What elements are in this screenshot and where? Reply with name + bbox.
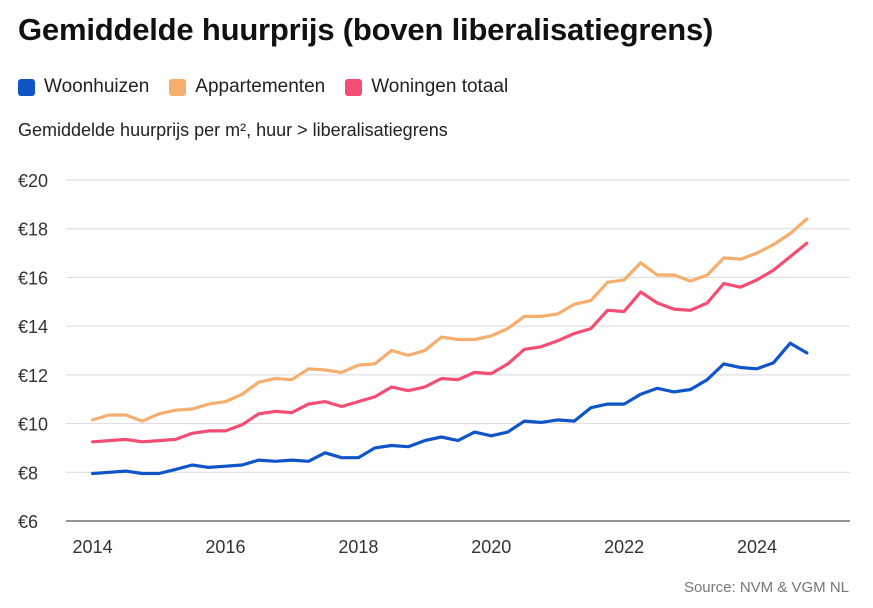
- legend-label-totaal: Woningen totaal: [371, 76, 509, 97]
- series-line-woningen-totaal: [90, 241, 809, 444]
- x-tick-label: 2016: [205, 537, 245, 557]
- y-tick-label: €12: [18, 366, 48, 386]
- x-tick-label: 2022: [604, 537, 644, 557]
- y-tick-label: €14: [18, 317, 48, 337]
- legend: Woonhuizen Appartementen Woningen totaal: [18, 76, 528, 98]
- y-tick-label: €10: [18, 415, 48, 435]
- source-note: Source: NVM & VGM NL: [683, 579, 849, 596]
- legend-item-appartementen: Appartementen: [169, 76, 325, 98]
- x-tick-label: 2014: [73, 537, 113, 557]
- legend-label-appartementen: Appartementen: [195, 76, 326, 97]
- x-tick-label: 2020: [471, 537, 511, 557]
- y-tick-label: €16: [18, 268, 48, 288]
- chart-subtitle: Gemiddelde huurprijs per m², huur > libe…: [18, 120, 448, 140]
- legend-item-totaal: Woningen totaal: [345, 76, 508, 98]
- chart-title: Gemiddelde huurprijs (boven liberalisati…: [18, 12, 714, 47]
- x-tick-label: 2018: [338, 537, 378, 557]
- y-tick-label: €18: [18, 220, 48, 240]
- y-tick-label: €8: [18, 463, 38, 483]
- series-line-woonhuizen: [90, 341, 809, 476]
- x-tick-label: 2024: [737, 537, 777, 557]
- y-tick-label: €6: [18, 512, 38, 532]
- legend-item-woonhuizen: Woonhuizen: [18, 76, 149, 98]
- legend-label-woonhuizen: Woonhuizen: [44, 76, 150, 97]
- legend-swatch-totaal: [345, 78, 363, 96]
- legend-swatch-appartementen: [169, 78, 187, 96]
- legend-swatch-woonhuizen: [18, 78, 35, 96]
- y-tick-label: €20: [18, 171, 48, 191]
- series-line-appartementen: [90, 217, 809, 423]
